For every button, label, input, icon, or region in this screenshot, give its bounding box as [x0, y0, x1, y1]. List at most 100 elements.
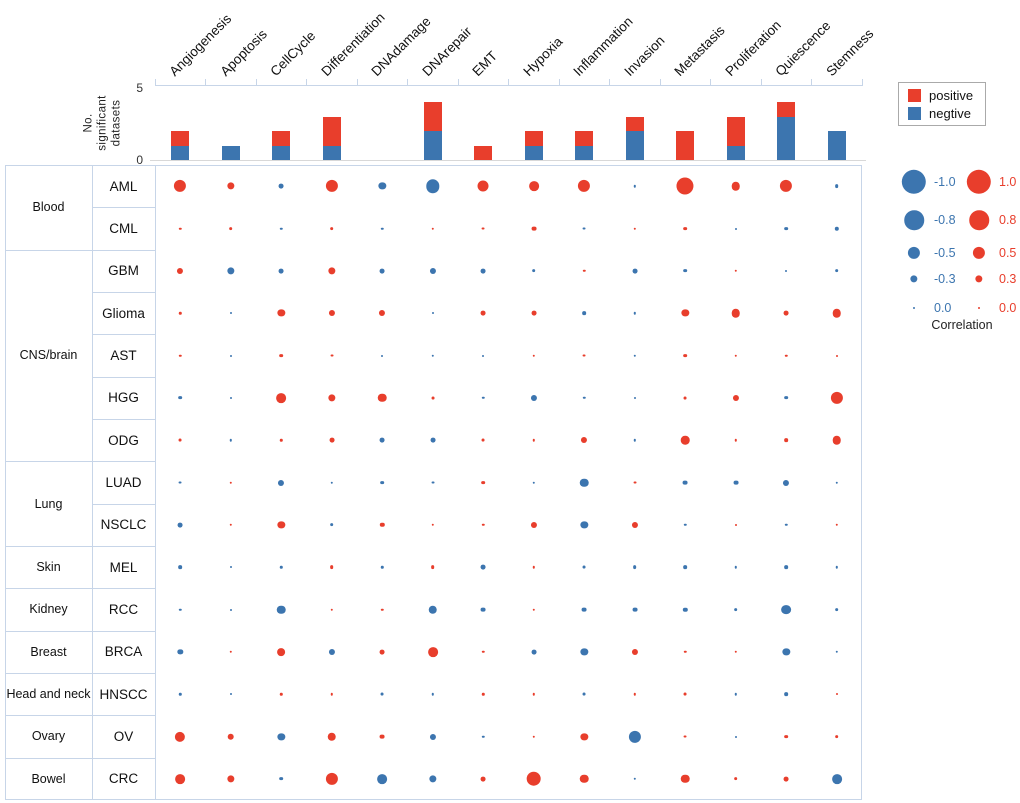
matrix-dot	[532, 481, 535, 484]
matrix-dot	[734, 650, 737, 654]
matrix-dot	[480, 607, 486, 612]
matrix-dot	[480, 776, 486, 782]
row-label-nsclc: NSCLC	[100, 517, 147, 533]
matrix-dot	[431, 481, 435, 484]
matrix-dot	[379, 649, 385, 655]
matrix-dot	[380, 522, 385, 528]
bar-segment-positive	[676, 131, 695, 160]
size-legend-dot-negative	[904, 210, 924, 230]
group-label-blood: Blood	[32, 200, 65, 215]
bar-segment-positive	[777, 102, 796, 117]
column-header-emt: EMT	[469, 48, 501, 79]
column-header-stemness: Stemness	[823, 25, 877, 80]
bar-axis-tick	[154, 79, 156, 86]
matrix-dot	[834, 269, 839, 273]
matrix-dot	[734, 735, 737, 738]
bar-segment-negtive	[625, 131, 644, 160]
row-divider	[92, 419, 155, 420]
matrix-dot	[481, 480, 486, 485]
matrix-dot	[227, 267, 235, 275]
bar-y-tick-5: 5	[136, 81, 143, 95]
matrix-dot	[179, 608, 182, 611]
size-legend-value-negative: -0.5	[934, 246, 956, 260]
matrix-dot	[381, 354, 384, 357]
matrix-dot	[631, 521, 638, 528]
row-label-odg: ODG	[108, 432, 139, 448]
matrix-dot	[683, 353, 688, 358]
bar-axis-tick	[205, 79, 206, 86]
matrix-dot	[684, 650, 687, 654]
bar-axis-tick	[861, 79, 863, 86]
matrix-dot	[578, 180, 591, 193]
row-label-mel: MEL	[109, 559, 138, 575]
bar-y-axis-title-line1: No.	[82, 113, 95, 133]
matrix-dot	[278, 268, 284, 274]
matrix-dot	[431, 523, 434, 527]
matrix-dot	[733, 607, 738, 612]
matrix-dot	[431, 354, 434, 357]
matrix-dot	[632, 607, 638, 612]
matrix-dot	[482, 354, 485, 357]
matrix-dot	[633, 184, 636, 188]
size-legend-dot-negative	[910, 275, 918, 283]
matrix-dot	[633, 311, 636, 315]
bar-axis-tick	[811, 79, 812, 86]
matrix-dot	[277, 309, 285, 317]
column-header-dnarepair: DNArepair	[419, 23, 475, 79]
matrix-dot	[481, 227, 485, 230]
matrix-dot	[229, 354, 232, 357]
size-legend-dot-positive	[975, 275, 983, 283]
matrix-dot	[835, 650, 838, 654]
matrix-dot	[835, 523, 838, 527]
size-legend-value-negative: 0.0	[934, 301, 952, 315]
size-legend-value-negative: -1.0	[934, 175, 956, 189]
matrix-dot	[583, 269, 586, 273]
matrix-dot	[229, 693, 232, 696]
matrix-dot	[328, 648, 335, 655]
matrix-dot	[179, 311, 182, 315]
matrix-dot	[431, 692, 434, 696]
bar-axis-tick	[609, 79, 610, 86]
matrix-dot	[632, 565, 637, 569]
bar-segment-positive	[575, 131, 594, 146]
matrix-dot	[430, 437, 436, 443]
matrix-dot	[784, 226, 789, 231]
positive-swatch	[908, 88, 921, 102]
size-legend-value-positive: 0.5	[999, 246, 1017, 260]
size-legend-title: Correlation	[931, 318, 993, 332]
matrix-dot	[628, 730, 641, 743]
bar-axis-tick	[255, 79, 257, 86]
matrix-dot	[581, 607, 587, 612]
bar-y-axis-title: No. significant datasets	[82, 95, 123, 151]
matrix-dot	[530, 394, 537, 401]
matrix-dot	[785, 269, 788, 272]
matrix-dot	[177, 522, 183, 528]
matrix-dot	[683, 396, 687, 400]
matrix-dot	[582, 354, 586, 357]
bar-axis-tick	[710, 79, 711, 86]
matrix-dot	[277, 732, 285, 741]
matrix-dot	[834, 226, 839, 231]
matrix-dot	[733, 777, 738, 781]
matrix-dot	[280, 565, 283, 569]
matrix-dot	[731, 181, 741, 191]
matrix-dot	[278, 183, 284, 189]
matrix-dot	[734, 354, 737, 357]
matrix-dot	[229, 566, 232, 569]
matrix-dot	[380, 480, 385, 485]
column-header-invasion: Invasion	[621, 32, 668, 79]
matrix-dot	[633, 481, 637, 484]
matrix-dot	[580, 732, 588, 741]
matrix-dot	[582, 565, 586, 569]
matrix-dot	[426, 179, 440, 193]
matrix-dot	[532, 735, 535, 738]
matrix-dot	[532, 354, 535, 357]
matrix-dot	[179, 354, 182, 357]
column-header-cellcycle: CellCycle	[267, 28, 319, 79]
matrix-dot	[683, 565, 688, 569]
color-legend: positive negtive	[898, 82, 986, 126]
matrix-dot	[784, 565, 789, 569]
matrix-dot	[380, 692, 384, 696]
row-label-crc: CRC	[108, 771, 139, 787]
matrix-dot	[329, 523, 334, 527]
